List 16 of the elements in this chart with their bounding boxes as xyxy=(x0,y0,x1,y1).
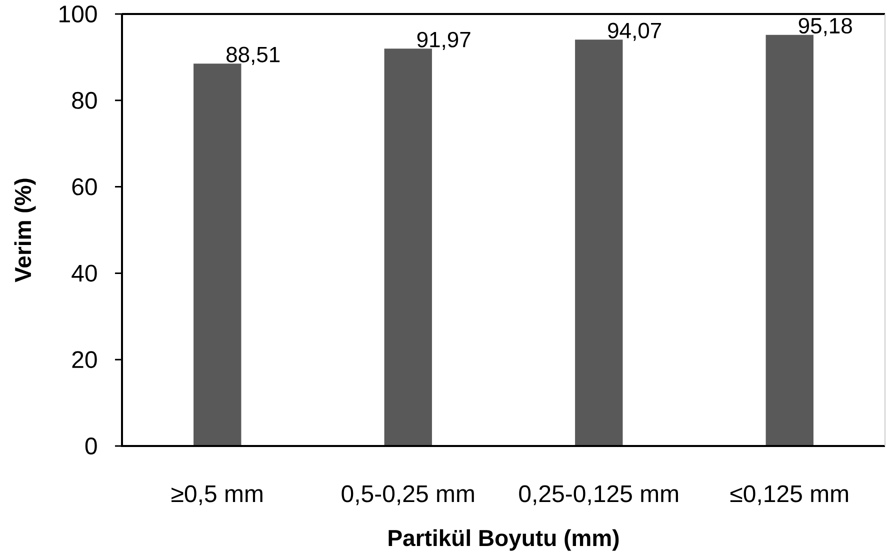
y-tick-label: 80 xyxy=(72,92,97,109)
y-tick-label: 100 xyxy=(60,5,97,22)
y-axis-title: Verim (%) xyxy=(14,178,36,282)
x-tick-label: ≥0,5 mm xyxy=(172,485,262,506)
x-tick-label: 0,25-0,125 mm xyxy=(519,485,678,506)
data-label: 95,18 xyxy=(798,18,852,36)
y-tick-label: 20 xyxy=(72,351,97,368)
x-tick-label: 0,5-0,25 mm xyxy=(342,485,474,506)
y-tick-label: 0 xyxy=(85,437,97,454)
y-tick-label: 40 xyxy=(72,264,97,282)
y-tick-label: 60 xyxy=(72,178,97,196)
x-axis-title: Partikül Boyutu (mm) xyxy=(388,529,619,551)
data-label: 94,07 xyxy=(608,22,662,41)
x-tick-label: ≤0,125 mm xyxy=(730,485,848,506)
data-label: 88,51 xyxy=(226,46,280,65)
data-label: 91,97 xyxy=(417,32,470,50)
